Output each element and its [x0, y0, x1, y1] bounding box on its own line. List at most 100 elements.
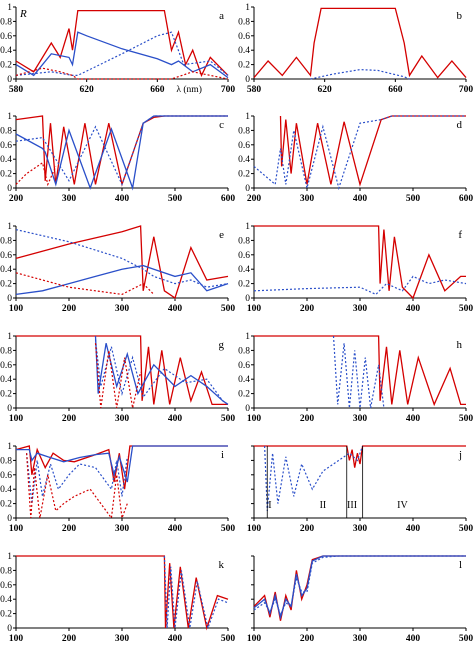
- x-tick-label: 100: [247, 634, 262, 644]
- x-tick-label: 100: [9, 304, 24, 314]
- y-tick-label: 0.6: [238, 141, 250, 151]
- y-tick-label: 0: [7, 294, 12, 304]
- y-tick-label: 0.2: [238, 170, 250, 180]
- series-line-dotted-blue: [253, 115, 466, 191]
- panel-i: 0 0.2 0.4 0.6 0.8 1 100 200 300 400 500 i: [0, 442, 235, 534]
- series-line-solid-red: [253, 555, 466, 621]
- y-tick-label: 0.2: [0, 280, 12, 290]
- series-line-dotted-red: [15, 272, 155, 296]
- y-tick-label: 0.2: [238, 61, 250, 71]
- series-line-solid-red: [16, 335, 228, 406]
- x-tick-label: 400: [168, 304, 183, 314]
- y-tick-label: 1: [7, 222, 12, 232]
- y-tick-label: 0: [245, 184, 250, 194]
- y-tick-label: 0: [245, 75, 250, 85]
- y-tick-label: 0.2: [0, 390, 12, 400]
- x-tick-label: 500: [168, 194, 183, 204]
- y-tick-label: 0.6: [238, 32, 250, 42]
- series-line-solid-red: [15, 445, 228, 490]
- x-tick-label: 620: [80, 85, 95, 95]
- x-tick-label: 400: [168, 524, 183, 534]
- x-tick-label: 400: [406, 634, 421, 644]
- y-tick-label: 0: [7, 184, 12, 194]
- series-line-dotted-blue: [26, 453, 128, 504]
- series-line-solid-red: [15, 115, 228, 187]
- panel-k: 0 0.2 0.4 0.6 0.8 1 100 200 300 400 500 k: [0, 552, 235, 644]
- x-tick-label: 500: [221, 634, 236, 644]
- panel-d: 0 0.2 0.4 0.6 0.8 1 200 300 400 500 600 d: [238, 112, 473, 204]
- x-tick-label: 300: [300, 194, 315, 204]
- y-tick-label: 1: [7, 332, 12, 342]
- x-tick-label: 660: [388, 85, 403, 95]
- panel-l: 100 200 300 400 500 l: [247, 555, 474, 644]
- panel-label: i: [221, 449, 224, 461]
- x-tick-label: 100: [9, 414, 24, 424]
- x-tick-label: 100: [9, 524, 24, 534]
- y-tick-label: 0.2: [0, 170, 12, 180]
- x-tick-label: 200: [247, 194, 262, 204]
- panel-label: j: [458, 449, 462, 461]
- series-line-dotted-blue: [253, 555, 466, 617]
- series-line-dotted-red: [94, 343, 142, 409]
- y-tick-label: 0.4: [238, 46, 250, 56]
- x-tick-label: 580: [9, 85, 24, 95]
- y-tick-label: 0.6: [0, 581, 12, 591]
- series-line-dotted-red: [26, 453, 128, 520]
- y-tick-label: 0.6: [0, 251, 12, 261]
- x-tick-label: 500: [459, 524, 474, 534]
- panel-label: l: [459, 559, 462, 571]
- y-tick-label: 1: [245, 112, 250, 122]
- series-line-solid-blue: [94, 335, 229, 405]
- y-tick-label: 0.4: [0, 265, 12, 275]
- y-tick-label: 0.2: [0, 610, 12, 620]
- x-tick-label: 200: [62, 304, 77, 314]
- y-tick-label: 0: [7, 624, 12, 634]
- series-line-dotted-blue: [15, 115, 228, 187]
- y-tick-label: 0.4: [0, 595, 12, 605]
- panel-f: 0 0.2 0.4 0.6 0.8 1 100 200 300 400 500 f: [238, 222, 473, 314]
- x-tick-label: 400: [406, 304, 421, 314]
- series-line-solid-red: [15, 225, 229, 300]
- panel-label: a: [219, 10, 224, 22]
- series-line-solid-red: [254, 225, 466, 300]
- x-tick-label: 200: [300, 304, 315, 314]
- region-label: I: [268, 500, 271, 511]
- x-tick-label: 300: [353, 304, 368, 314]
- y-tick-label: 0.8: [0, 236, 12, 246]
- y-tick-label: 0.8: [0, 126, 12, 136]
- x-tick-label: 200: [62, 414, 77, 424]
- panel-e: 0 0.2 0.4 0.6 0.8 1 100 200 300 400 500 e: [0, 222, 235, 314]
- y-tick-label: 0.4: [238, 155, 250, 165]
- y-tick-label: 0.8: [0, 346, 12, 356]
- series-line-dotted-red: [15, 67, 229, 80]
- x-tick-label: 100: [9, 634, 24, 644]
- x-tick-label: 400: [168, 414, 183, 424]
- series-line-solid-red: [253, 7, 467, 79]
- series-line-solid-red: [16, 555, 229, 631]
- panel-label: h: [457, 339, 463, 351]
- x-tick-label: 400: [406, 414, 421, 424]
- y-tick-label: 0.6: [0, 32, 12, 42]
- region-label: IV: [397, 500, 408, 511]
- y-tick-label: 0.2: [0, 500, 12, 510]
- region-label: III: [347, 500, 357, 511]
- x-tick-label: 300: [115, 634, 130, 644]
- series-line-dotted-blue: [310, 68, 410, 80]
- panel-label: e: [219, 229, 224, 241]
- x-tick-label: 500: [459, 304, 474, 314]
- y-tick-label: 1: [245, 222, 250, 232]
- panel-label: d: [457, 119, 463, 131]
- x-tick-label: 400: [353, 194, 368, 204]
- x-tick-label: 300: [353, 634, 368, 644]
- x-tick-label: 300: [353, 524, 368, 534]
- y-tick-label: 0.6: [238, 251, 250, 261]
- region-label: II: [320, 500, 327, 511]
- panel-h: 0 0.2 0.4 0.6 0.8 1 100 200 300 400 500 h: [238, 332, 473, 424]
- y-tick-label: 0.2: [0, 61, 12, 71]
- y-tick-label: 0.2: [238, 280, 250, 290]
- x-tick-label: 580: [247, 85, 262, 95]
- x-tick-label: 100: [247, 524, 262, 534]
- x-tick-label: 500: [459, 634, 474, 644]
